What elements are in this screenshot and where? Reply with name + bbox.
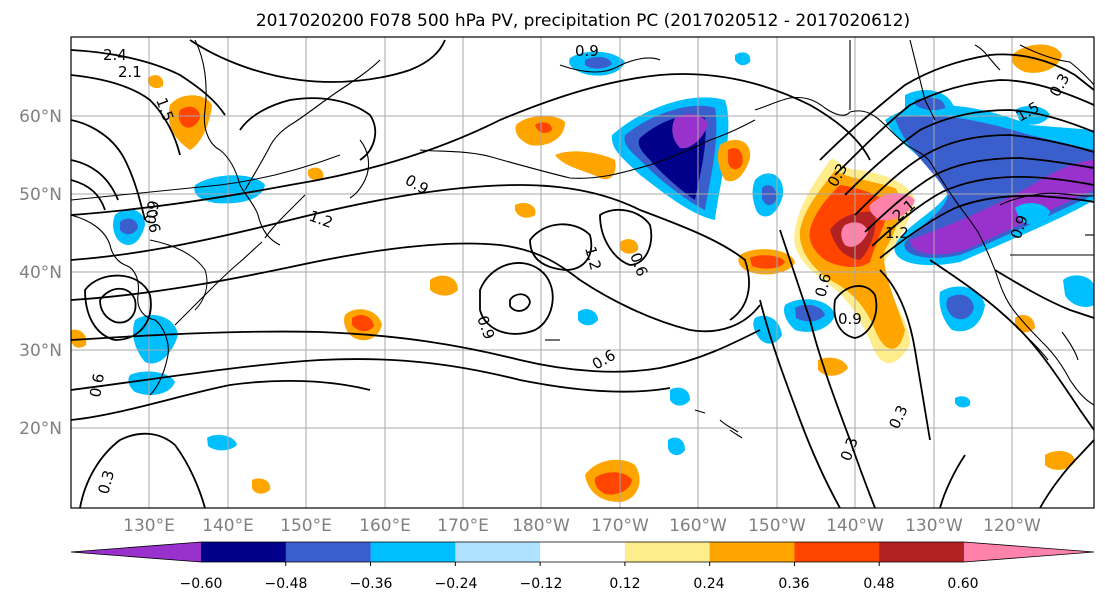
colorbar-swatch xyxy=(540,542,626,562)
colorbar-tick-label: −0.48 xyxy=(265,576,308,592)
colorbar-tick-label: −0.12 xyxy=(520,576,563,592)
lon-label: 180°W xyxy=(512,516,570,536)
contour-label: 0.9 xyxy=(838,310,862,328)
contour-label: 0.6 xyxy=(811,271,835,299)
lon-label: 140°W xyxy=(826,516,884,536)
map-body: 2.4 2.1 1.5 0.9 0.6 0.9 1.2 1.2 0.6 0.9 … xyxy=(71,37,1094,508)
colorbar-swatch xyxy=(455,542,541,562)
contour-label: 0.6 xyxy=(86,372,108,399)
contour-label: 1.2 xyxy=(581,244,605,272)
colorbar-tick-labels: −0.60 −0.48 −0.36 −0.24 −0.12 0.12 0.24 … xyxy=(180,576,979,592)
colorbar-tick-label: 0.60 xyxy=(947,576,978,592)
lon-label: 150°W xyxy=(748,516,806,536)
colorbar-swatch xyxy=(879,542,965,562)
pv-contours xyxy=(71,39,1094,508)
contour-label: 2.1 xyxy=(118,63,142,81)
lon-label: 170°E xyxy=(437,516,489,536)
lon-label: 150°E xyxy=(280,516,332,536)
lat-label: 20°N xyxy=(19,419,62,439)
figure-title: 2017020200 F078 500 hPa PV, precipitatio… xyxy=(256,11,910,31)
lat-label: 50°N xyxy=(19,185,62,205)
contour-label: 0.9 xyxy=(141,199,163,226)
lat-label: 60°N xyxy=(19,107,62,127)
colorbar-tick-label: −0.60 xyxy=(180,576,223,592)
colorbar-swatch xyxy=(709,542,795,562)
colorbar-outline xyxy=(70,541,1095,563)
lon-label: 130°W xyxy=(905,516,963,536)
colorbar-tick-label: −0.24 xyxy=(435,576,478,592)
colorbar xyxy=(70,541,1095,566)
colorbar-swatch xyxy=(370,542,456,562)
colorbar-tick-label: 0.24 xyxy=(693,576,724,592)
contour-label: 0.6 xyxy=(142,208,164,235)
coastlines xyxy=(71,39,1094,439)
contour-label: 2.4 xyxy=(103,46,127,64)
colorbar-swatch xyxy=(285,542,372,562)
contour-label: 0.9 xyxy=(575,42,599,60)
colorbar-tick-label: 0.48 xyxy=(863,576,894,592)
colorbar-extend-low xyxy=(71,542,201,562)
longitude-labels: 130°E 140°E 150°E 160°E 170°E 180°W 170°… xyxy=(123,516,1041,536)
lon-label: 170°W xyxy=(591,516,649,536)
map-frame xyxy=(70,36,1095,509)
contour-label: 1.2 xyxy=(885,224,909,242)
lon-label: 140°E xyxy=(202,516,254,536)
lon-label: 160°E xyxy=(359,516,411,536)
colorbar-swatch xyxy=(624,542,711,562)
colorbar-swatch xyxy=(201,542,287,562)
lat-label: 30°N xyxy=(19,341,62,361)
colorbar-tick-label: 0.36 xyxy=(778,576,809,592)
lon-label: 120°W xyxy=(983,516,1041,536)
pv-contours-thin xyxy=(71,154,341,311)
latitude-labels: 60°N 50°N 40°N 30°N 20°N xyxy=(19,107,62,439)
colorbar-extend-high xyxy=(964,542,1094,562)
lon-label: 130°E xyxy=(123,516,175,536)
lon-label: 160°W xyxy=(669,516,727,536)
contour-label: 0.3 xyxy=(94,468,118,496)
colorbar-tick-label: −0.36 xyxy=(350,576,393,592)
colorbar-tick-label: 0.12 xyxy=(609,576,640,592)
lat-label: 40°N xyxy=(19,263,62,283)
colorbar-swatch xyxy=(794,542,880,562)
